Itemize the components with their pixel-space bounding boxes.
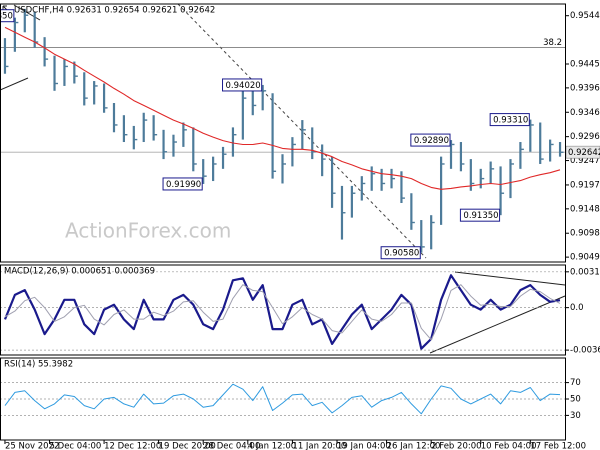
x-tick-label: 11 Jan 20:00 — [292, 442, 346, 450]
y-tick-label: 0.003117 — [570, 267, 600, 277]
annotation-label: 0.92890 — [414, 136, 449, 146]
series-line — [4, 383, 561, 415]
level-label: 38.2 — [543, 38, 562, 48]
watermark: ActionForex.com — [65, 219, 231, 243]
x-tick-label: 25 Nov 2022 — [5, 442, 59, 450]
annotation-box — [380, 246, 421, 260]
annotation-label: 0.91350 — [463, 211, 498, 221]
annotation-label: 850 — [0, 12, 13, 22]
panel-frame — [0, 357, 566, 441]
annotation-box — [0, 9, 15, 23]
trend-line — [0, 77, 29, 91]
x-tick-label: 2 Feb 20:00 — [431, 442, 481, 450]
y-tick-label: 0.90490 — [570, 253, 600, 263]
annotation-label: 0.94020 — [226, 81, 261, 91]
annotation-box — [410, 133, 451, 147]
series-line — [3, 274, 561, 350]
trend-line — [454, 271, 566, 286]
last-price-label: 0.92642 — [568, 148, 600, 158]
x-tick-label: 10 Feb 04:00 — [481, 442, 537, 450]
panel-title: MACD(12,26,9) 0.000651 0.000369 — [4, 267, 155, 277]
y-tick-label: 50 — [570, 395, 581, 405]
annotation-box — [222, 78, 263, 92]
annotation-label: 0.90580 — [384, 249, 419, 259]
trend-line — [429, 295, 566, 354]
annotation-label: 0.93310 — [493, 116, 528, 126]
x-tick-label: 4 Jan 12:00 — [248, 442, 296, 450]
y-tick-label: -0.003693 — [570, 346, 600, 356]
y-tick-label: 70 — [570, 378, 581, 388]
series-line — [4, 26, 561, 190]
x-tick-label: 5 Dec 04:00 — [50, 442, 102, 450]
x-tick-label: 19 Jan 04:00 — [337, 442, 391, 450]
annotation-box — [162, 177, 203, 191]
x-tick-label: 19 Dec 20:00 — [159, 442, 216, 450]
panel-title: USDCHF,H4 0.92631 0.92654 0.92621 0.9264… — [14, 6, 215, 16]
x-tick-label: 26 Jan 12:00 — [387, 442, 441, 450]
panel-frame — [0, 3, 566, 263]
x-tick-label: 28 Dec 04:00 — [203, 442, 260, 450]
x-tick-label: 12 Dec 12:00 — [104, 442, 161, 450]
annotation-box — [459, 208, 501, 222]
series-line — [4, 284, 561, 341]
trend-line — [177, 3, 427, 259]
annotation-label: 0.91990 — [166, 180, 201, 190]
panel-title: RSI(14) 55.3982 — [4, 360, 73, 370]
panel-frame — [0, 264, 566, 356]
annotation-box — [489, 113, 530, 127]
y-tick-label: 30 — [570, 411, 581, 421]
x-tick-label: 17 Feb 12:00 — [530, 442, 586, 450]
y-tick-label: 0.0 — [570, 303, 584, 313]
